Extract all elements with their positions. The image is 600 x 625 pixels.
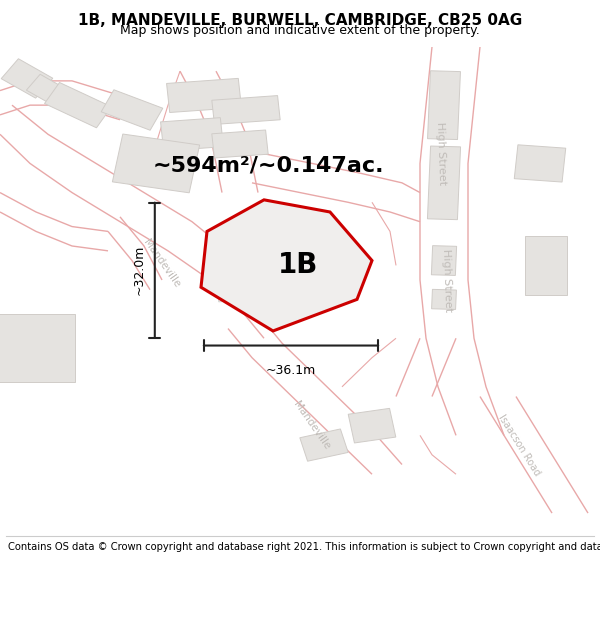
Text: 1B, MANDEVILLE, BURWELL, CAMBRIDGE, CB25 0AG: 1B, MANDEVILLE, BURWELL, CAMBRIDGE, CB25… xyxy=(78,13,522,28)
Text: High Street: High Street xyxy=(435,122,447,186)
Text: ~594m²/~0.147ac.: ~594m²/~0.147ac. xyxy=(153,156,385,176)
Text: High Street: High Street xyxy=(441,248,453,312)
Text: Map shows position and indicative extent of the property.: Map shows position and indicative extent… xyxy=(120,24,480,36)
Bar xyxy=(167,78,241,112)
Bar xyxy=(112,134,200,193)
Text: Isaacson Road: Isaacson Road xyxy=(496,412,542,478)
Bar xyxy=(26,74,70,107)
Bar xyxy=(101,90,163,130)
Bar xyxy=(212,130,268,158)
Bar xyxy=(431,246,457,276)
Bar xyxy=(427,146,461,219)
Polygon shape xyxy=(201,200,372,331)
Text: Mandeville: Mandeville xyxy=(292,400,332,452)
Bar xyxy=(428,71,460,139)
Bar xyxy=(0,314,75,382)
Bar xyxy=(214,248,290,302)
Text: ~36.1m: ~36.1m xyxy=(266,364,316,377)
Bar xyxy=(161,118,223,151)
Text: 1B: 1B xyxy=(278,251,319,279)
Bar xyxy=(1,59,53,98)
Text: ~32.0m: ~32.0m xyxy=(133,245,146,296)
Bar xyxy=(525,236,567,294)
Bar xyxy=(44,82,112,127)
Bar xyxy=(431,289,457,309)
Text: Mandeville: Mandeville xyxy=(142,237,182,289)
Text: Contains OS data © Crown copyright and database right 2021. This information is : Contains OS data © Crown copyright and d… xyxy=(8,542,600,552)
Bar xyxy=(212,96,280,124)
Bar xyxy=(300,429,348,461)
Bar xyxy=(348,408,396,443)
Bar xyxy=(514,145,566,182)
